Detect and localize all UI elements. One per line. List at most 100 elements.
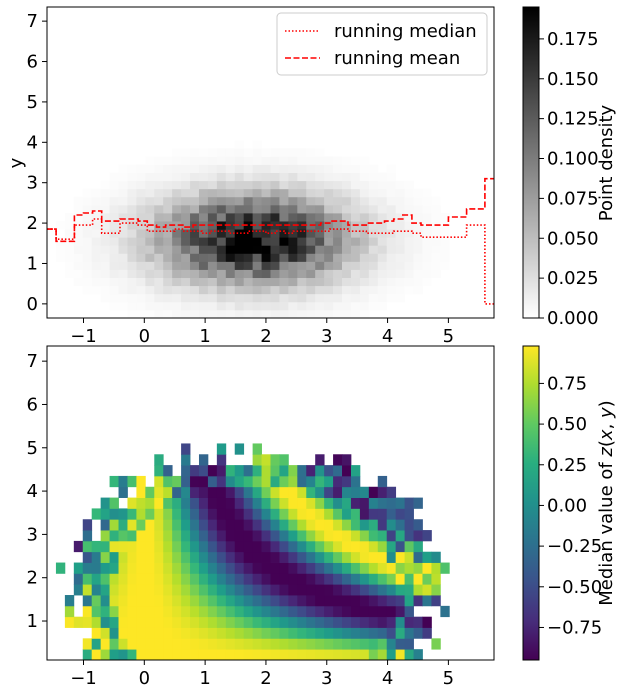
density-cell: [252, 148, 262, 157]
median-cell: [243, 616, 254, 628]
density-cell: [279, 301, 289, 311]
median-cell: [333, 551, 343, 563]
density-cell: [288, 269, 298, 279]
median-cell: [234, 605, 245, 618]
median-cell: [279, 595, 289, 607]
median-cell: [172, 551, 182, 563]
median-cell: [324, 465, 334, 477]
density-cell: [324, 188, 334, 198]
median-cell: [127, 530, 137, 542]
density-cell: [333, 221, 343, 230]
density-cell: [118, 277, 128, 287]
density-cell: [225, 196, 236, 206]
density-cell: [190, 293, 200, 303]
density-cell: [234, 269, 245, 279]
median-cell: [342, 573, 352, 585]
density-cell: [315, 164, 325, 173]
median-cell: [359, 627, 370, 639]
density-cell: [181, 301, 191, 311]
median-cell: [243, 595, 254, 607]
median-cell: [395, 551, 405, 563]
density-cell: [359, 212, 370, 222]
density-cell: [315, 269, 325, 279]
density-cell: [252, 156, 262, 165]
density-cell: [324, 156, 334, 165]
density-cell: [368, 285, 379, 295]
density-cell: [413, 285, 423, 295]
median-cell: [73, 573, 84, 585]
density-cell: [136, 309, 146, 318]
density-cell: [73, 196, 84, 206]
density-cell: [100, 188, 110, 198]
density-cell: [368, 164, 379, 173]
median-cell: [413, 562, 423, 574]
median-cell: [270, 595, 280, 607]
density-cell: [279, 164, 289, 173]
density-cell: [207, 172, 218, 182]
density-cell: [252, 212, 262, 222]
density-cell: [261, 196, 271, 206]
median-cell: [342, 605, 352, 618]
density-cell: [172, 285, 182, 295]
density-cell: [306, 164, 316, 173]
density-cell: [350, 196, 361, 206]
median-cell: [234, 540, 245, 553]
density-cell: [100, 269, 110, 279]
median-cell: [413, 540, 423, 553]
median-cell: [440, 605, 450, 618]
density-cell: [306, 229, 316, 238]
density-cell: [136, 285, 146, 295]
density-cell: [261, 261, 271, 270]
median-cell: [342, 475, 352, 488]
density-cell: [261, 221, 271, 230]
density-cell: [297, 261, 307, 270]
median-cell: [198, 465, 209, 477]
median-cell: [306, 465, 316, 477]
median-cell: [261, 497, 271, 509]
density-cell: [333, 293, 343, 303]
median-cell: [333, 649, 343, 660]
median-cell: [270, 638, 280, 650]
median-cell: [270, 486, 280, 498]
median-cell: [377, 573, 388, 585]
median-cell: [216, 454, 227, 466]
density-cell: [127, 237, 137, 246]
median-cell: [145, 573, 155, 585]
median-cell: [163, 540, 173, 553]
median-cell: [288, 627, 298, 639]
density-cell: [172, 301, 182, 311]
density-cell: [136, 164, 146, 173]
density-cell: [270, 180, 280, 190]
median-cell: [297, 605, 307, 618]
median-cell: [243, 465, 254, 477]
y-tick-label: 3: [27, 173, 38, 194]
density-cell: [404, 269, 414, 279]
density-cell: [315, 172, 325, 182]
density-cell: [386, 196, 397, 206]
median-cell: [190, 465, 200, 477]
median-cell: [261, 627, 271, 639]
legend-median-label: running median: [334, 21, 477, 42]
colorbar-tick-label: 0.175: [547, 29, 599, 50]
density-cell: [297, 269, 307, 279]
median-cell: [145, 627, 155, 639]
median-cell: [261, 562, 271, 574]
density-cell: [324, 253, 334, 262]
density-cell: [333, 156, 343, 165]
density-cell: [91, 245, 102, 254]
median-cell: [422, 530, 432, 542]
density-cell: [440, 261, 450, 270]
density-cell: [190, 180, 200, 190]
median-cell: [216, 573, 227, 585]
median-cell: [279, 465, 289, 477]
density-cell: [315, 188, 325, 198]
density-cell: [118, 269, 128, 279]
density-cell: [324, 245, 334, 254]
density-cell: [333, 237, 343, 246]
density-cell: [234, 204, 245, 214]
median-cell: [100, 497, 110, 509]
median-cell: [198, 551, 209, 563]
density-cell: [154, 229, 164, 238]
density-cell: [136, 196, 146, 206]
density-cell: [440, 253, 450, 262]
